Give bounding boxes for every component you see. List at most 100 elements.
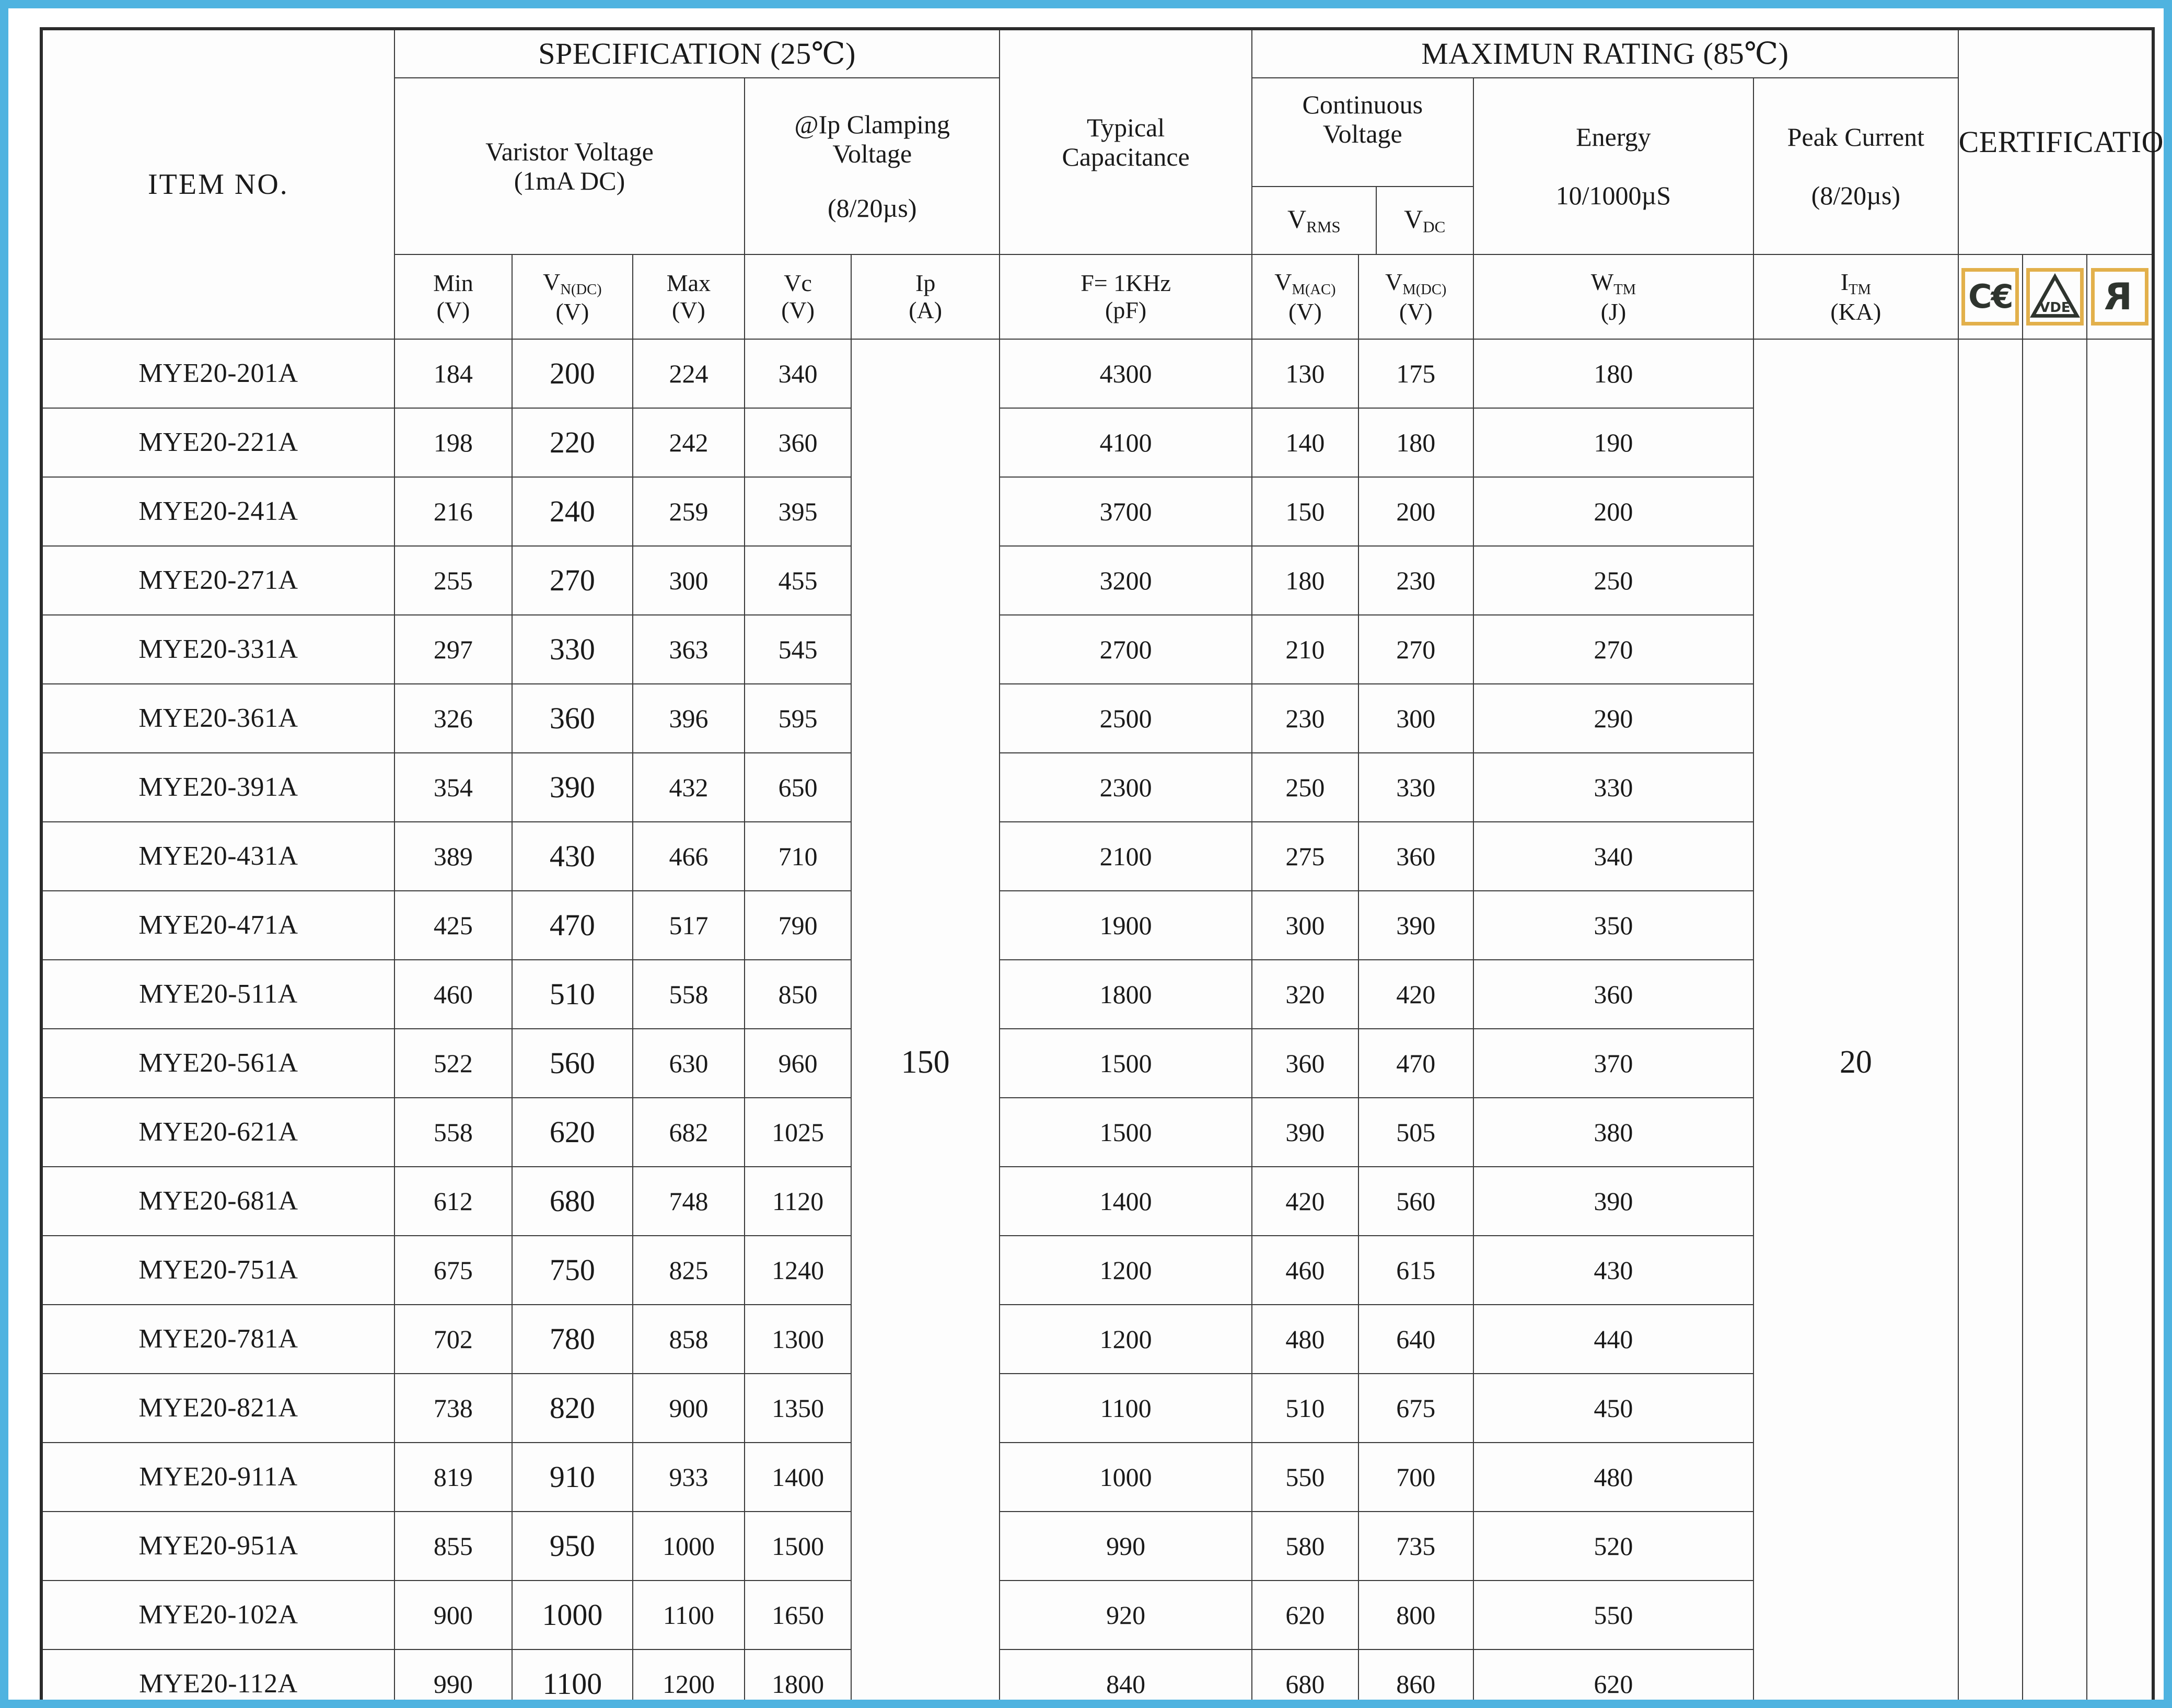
typical-capacitance-line1: Typical [1087,113,1165,142]
cell-capacitance: 2100 [999,821,1252,891]
cell-capacitance: 2700 [999,614,1252,684]
cell-vm-dc: 615 [1357,1235,1474,1305]
typical-capacitance-line2: Capacitance [1062,142,1190,171]
cell-max: 825 [632,1235,746,1305]
cell-wtm: 440 [1472,1304,1755,1374]
table-row: MYE20-201A 184 200 224 340 150 4300 130 175 180 20 [41,339,2154,1700]
cell-wtm: 360 [1472,959,1755,1029]
header-unit-capacitance: F= 1KHz (pF) [999,254,1252,340]
header-cert-vde: VDE [2022,254,2088,340]
cell-item-no: MYE20-471A [41,890,395,960]
header-certification-group: CERTIFICATION [1957,28,2164,255]
cell-max: 558 [632,959,746,1029]
cell-item-no: MYE20-911A [41,1442,395,1512]
cell-vm-dc: 640 [1357,1304,1474,1374]
cell-min: 425 [393,890,513,960]
cell-capacitance: 1100 [999,1373,1252,1443]
cell-min: 184 [393,339,513,409]
cell-capacitance: 1500 [999,1097,1252,1167]
table-row: MYE20-102A 900 1000 1100 1650 920 620 800 550 [41,1580,2153,1650]
cell-min: 522 [393,1028,513,1098]
cell-vm-ac: 130 [1251,339,1359,409]
cell-max: 1100 [632,1580,746,1650]
cell-vm-ac: 320 [1251,959,1359,1029]
cell-vm-dc: 505 [1357,1097,1474,1167]
header-varistor-voltage: Varistor Voltage (1mA DC) [393,77,746,255]
cell-vn-dc: 470 [512,890,633,960]
cell-ip-merged: 150 [851,339,1001,1700]
cell-vm-ac: 300 [1251,890,1359,960]
cell-min: 354 [393,752,513,822]
cell-wtm: 550 [1472,1580,1755,1650]
table-row: MYE20-781A 702 780 858 1300 1200 480 640 440 [41,1304,2153,1374]
header-unit-vmdc: VM(DC) (V) [1357,254,1474,340]
cell-vm-dc: 270 [1357,614,1474,684]
cell-max: 300 [632,545,746,615]
cell-vc: 545 [744,614,852,684]
cell-min: 990 [393,1649,513,1700]
cell-vm-dc: 300 [1357,683,1474,753]
cell-vm-ac: 180 [1251,545,1359,615]
table-row: MYE20-951A 855 950 1000 1500 990 580 735 520 [41,1511,2153,1581]
energy-condition: 10/1000µS [1555,181,1671,210]
cell-itm-merged: 20 [1753,339,1959,1700]
cell-wtm: 250 [1472,545,1755,615]
cell-wtm: 180 [1472,339,1755,409]
cell-capacitance: 920 [999,1580,1252,1650]
cell-min: 460 [393,959,513,1029]
cell-vm-dc: 560 [1357,1166,1474,1236]
cell-wtm: 480 [1472,1442,1755,1512]
table-row: MYE20-561A 522 560 630 960 1500 360 470 370 [41,1028,2153,1098]
cell-vn-dc: 950 [512,1511,633,1581]
continuous-voltage-line2: Voltage [1322,119,1402,148]
cell-vn-dc: 620 [512,1097,633,1167]
continuous-voltage-line1: Continuous [1302,90,1423,119]
cell-capacitance: 990 [999,1511,1252,1581]
clamping-voltage-line1: @Ip Clamping [794,110,950,139]
cell-vm-dc: 675 [1357,1373,1474,1443]
cell-item-no: MYE20-331A [41,614,395,684]
cell-vc: 360 [744,408,852,478]
cell-vn-dc: 680 [512,1166,633,1236]
cell-min: 255 [393,545,513,615]
cell-vc: 1650 [744,1580,852,1650]
cell-wtm: 190 [1472,408,1755,478]
cell-max: 363 [632,614,746,684]
cell-min: 612 [393,1166,513,1236]
cell-vm-ac: 275 [1251,821,1359,891]
cell-vm-ac: 680 [1251,1649,1359,1700]
header-typical-capacitance: Typical Capacitance [999,28,1252,255]
cell-min: 326 [393,683,513,753]
clamping-voltage-condition: (8/20µs) [828,193,917,223]
header-cert-ul: R [2086,254,2154,340]
spec-table-sheet: ITEM NO. SPECIFICATION (25℃) Typical Cap… [40,27,2164,1700]
header-vrms: VRMS [1252,186,1377,254]
cell-vc: 1240 [744,1235,852,1305]
cell-max: 1200 [632,1649,746,1700]
cell-vc: 850 [744,959,852,1029]
header-unit-itm: ITM (KA) [1753,254,1959,340]
cell-cert-ul [2086,339,2154,1700]
cell-vm-dc: 200 [1357,477,1474,547]
spec-table-body: MYE20-201A 184 200 224 340 150 4300 130 175 180 20… [41,339,2154,1700]
cell-min: 819 [393,1442,513,1512]
cell-item-no: MYE20-511A [41,959,395,1029]
vde-triangle-icon: VDE [2029,273,2080,318]
header-vdc: VDC [1376,186,1473,254]
cell-vn-dc: 270 [512,545,633,615]
cell-vn-dc: 220 [512,408,633,478]
cell-max: 682 [632,1097,746,1167]
cell-capacitance: 1500 [999,1028,1252,1098]
cell-vn-dc: 330 [512,614,633,684]
cell-vn-dc: 780 [512,1304,633,1374]
cell-capacitance: 1900 [999,890,1252,960]
header-unit-wtm: WTM (J) [1472,254,1755,340]
cell-item-no: MYE20-951A [41,1511,395,1581]
cell-vm-dc: 860 [1357,1649,1474,1700]
cell-vm-ac: 510 [1251,1373,1359,1443]
cell-vm-ac: 550 [1251,1442,1359,1512]
table-row: MYE20-391A 354 390 432 650 2300 250 330 330 [41,752,2153,822]
header-unit-ip: Ip (A) [851,254,1001,340]
cell-wtm: 290 [1472,683,1755,753]
